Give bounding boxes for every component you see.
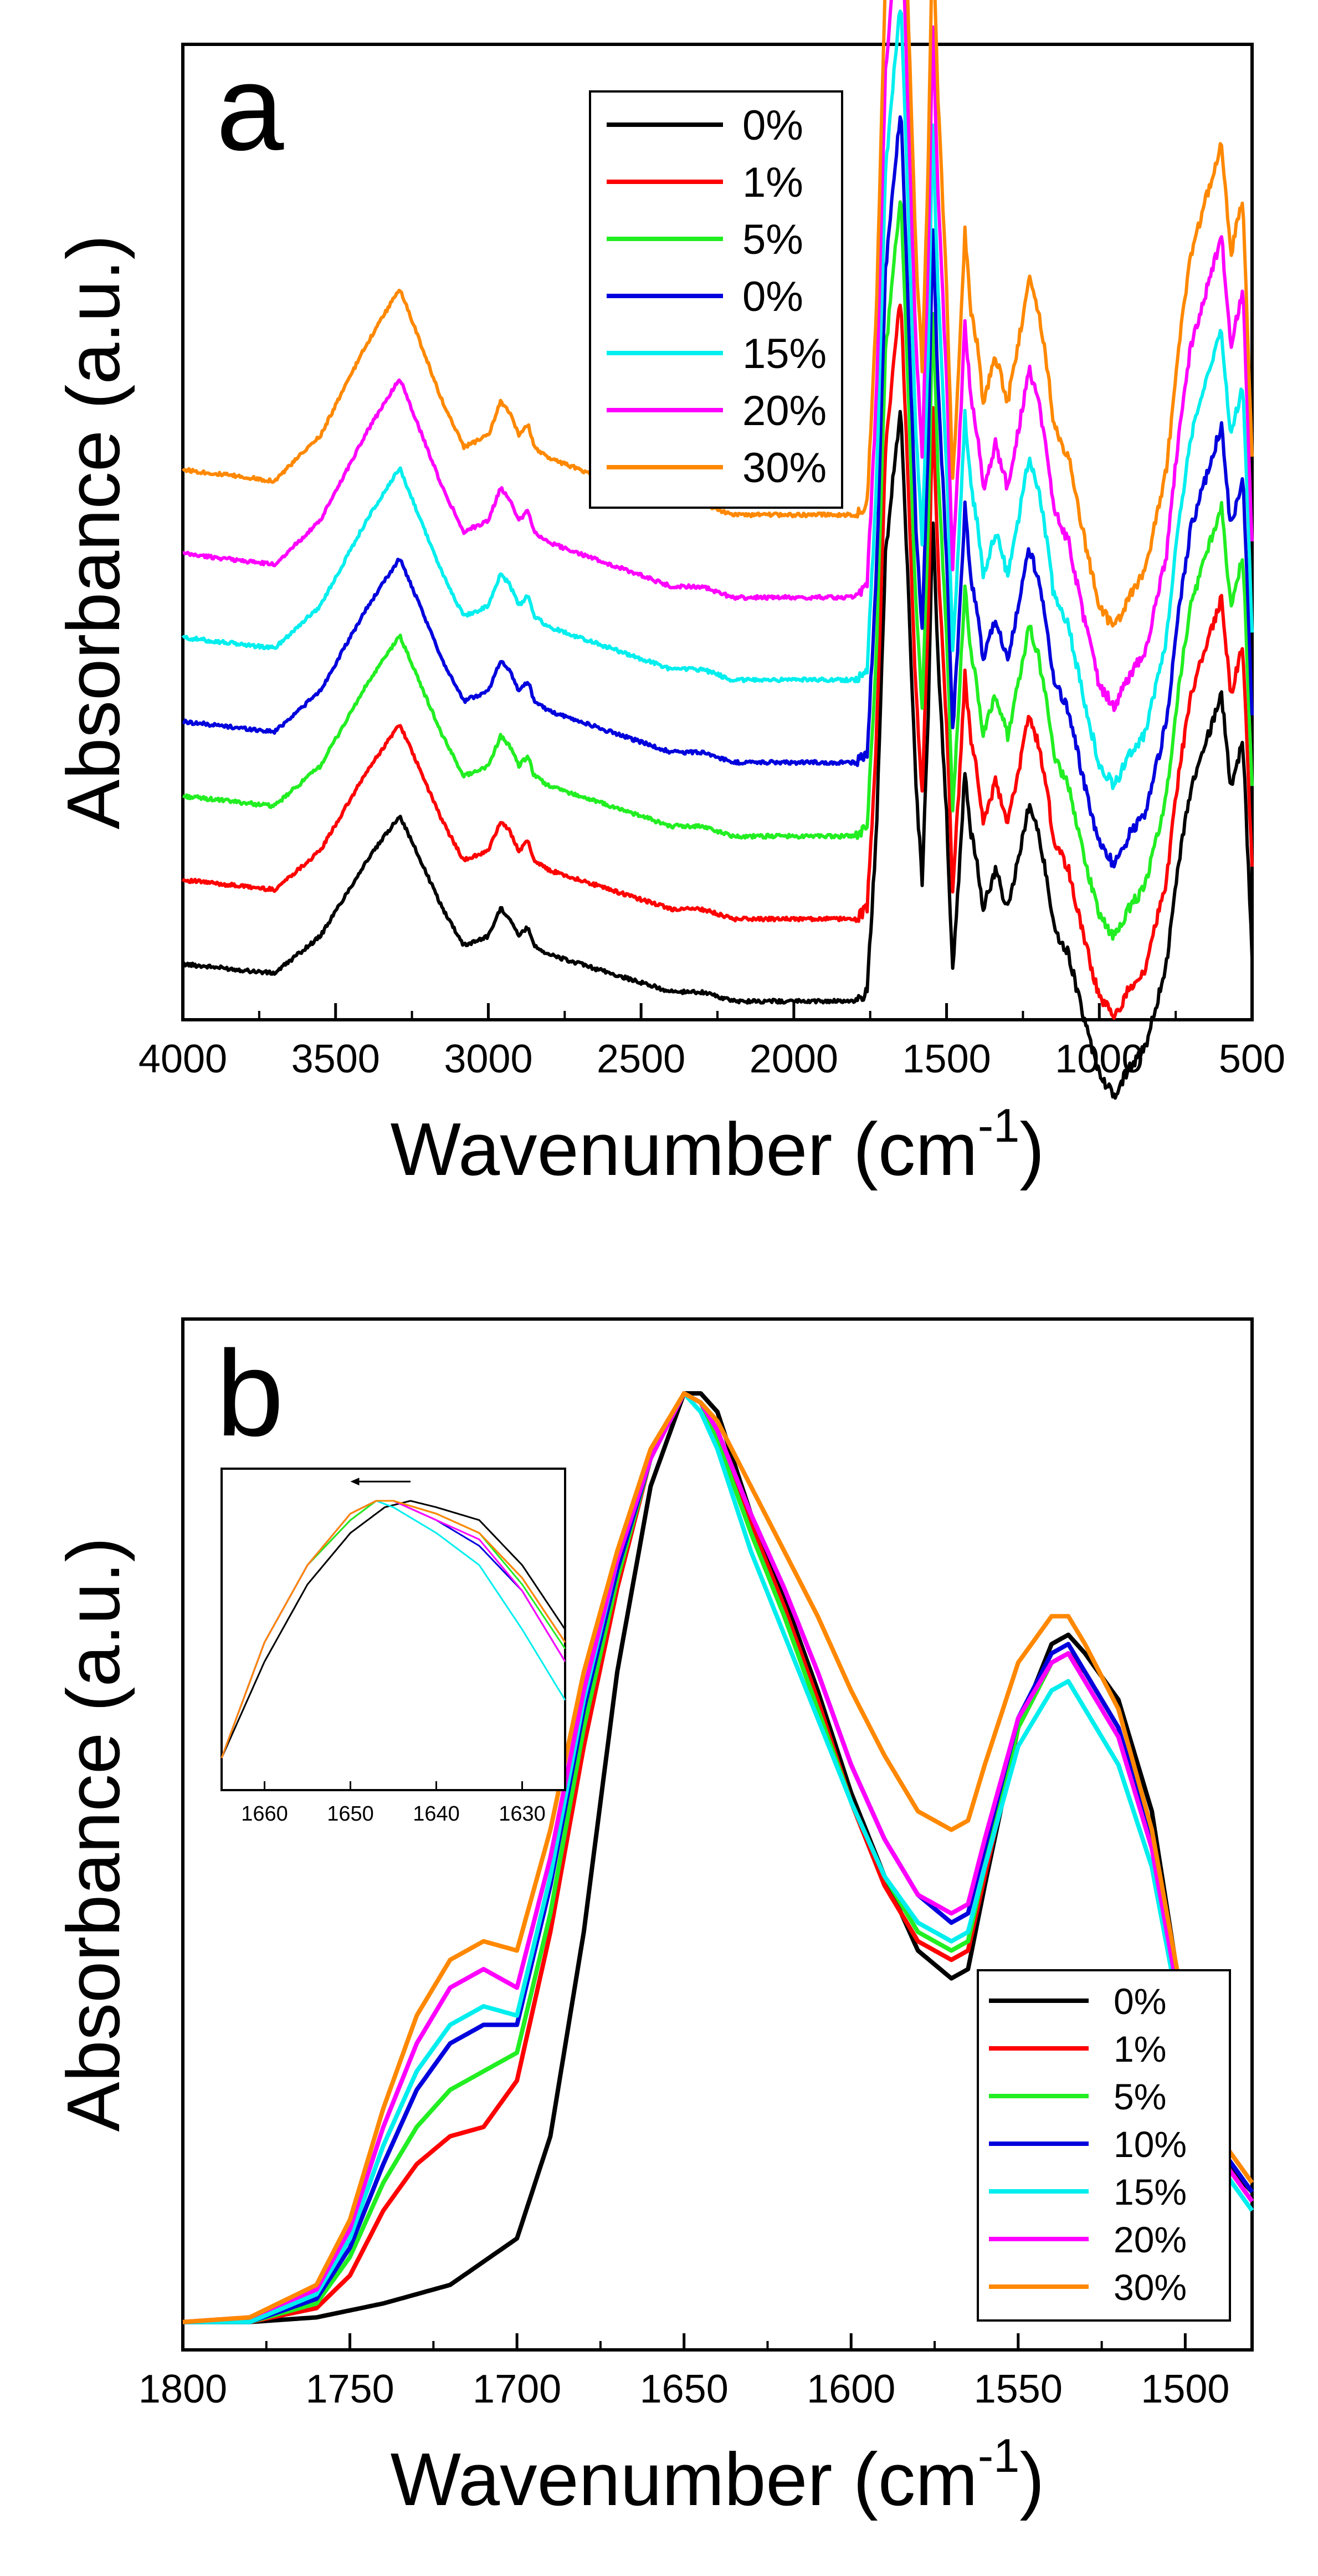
panel-b-series <box>182 1391 1254 2324</box>
panel-a-legend-label: 0% <box>742 273 803 320</box>
panel-a-series-5pct <box>182 200 1254 941</box>
panel-a-series-1pct <box>181 303 1254 1020</box>
panel-a-x-axis-label-main: Wavenumber (cm <box>391 1107 978 1191</box>
panel-a-tick-label: 3500 <box>291 1037 380 1081</box>
panel-b-label: b <box>216 1325 284 1461</box>
panel-b-series-30pct <box>182 1391 1254 2324</box>
panel-a-tick-label: 2500 <box>597 1037 685 1081</box>
inset-frame <box>220 1468 566 1791</box>
panel-a-label: a <box>216 39 284 176</box>
panel-b-inset: 1660 1650 1640 1630 <box>220 1468 566 1826</box>
panel-a-series-0pct <box>182 410 1254 1100</box>
panel-b-frame <box>181 1317 1254 2352</box>
panel-b-tick-label: 1500 <box>1141 2367 1229 2411</box>
inset-tick-label: 1630 <box>499 1802 546 1826</box>
panel-b-legend-label: 15% <box>1114 2171 1187 2212</box>
panel-a-legend-label: 20% <box>742 387 827 435</box>
panel-a-y-axis-label: Absorbance (a.u.) <box>52 234 135 829</box>
inset-series <box>220 1500 566 1759</box>
inset-shift-arrow-icon <box>350 1478 411 1486</box>
panel-b-x-ticks: 1800 1750 1700 1650 1600 1550 1500 <box>139 2333 1229 2411</box>
panel-a-legend-label: 0% <box>742 102 803 149</box>
panel-a-series-15pct <box>181 9 1254 790</box>
panel-a-series-20pct <box>182 0 1254 712</box>
panel-b: b 1800 1750 1700 1650 1600 1550 1500 0% 1% 5% 10%… <box>52 1317 1254 2521</box>
panel-b-x-axis-label-main: Wavenumber (cm <box>391 2437 978 2521</box>
panel-a-tick-label: 3000 <box>444 1037 532 1081</box>
panel-b-tick-label: 1650 <box>640 2367 729 2411</box>
inset-x-ticks: 1660 1650 1640 1630 <box>241 1781 546 1826</box>
panel-b-tick-label: 1800 <box>139 2367 227 2411</box>
panel-b-legend-label: 30% <box>1114 2267 1187 2308</box>
panel-b-x-axis-label-sup: -1 <box>978 2430 1020 2482</box>
panel-b-tick-label: 1600 <box>807 2367 895 2411</box>
panel-a-legend-label: 30% <box>742 444 827 492</box>
panel-b-legend-label: 20% <box>1114 2219 1187 2260</box>
panel-b-y-axis-label: Absorbance (a.u.) <box>52 1537 135 2132</box>
panel-a-x-axis-label-sup: -1 <box>978 1100 1020 1152</box>
panel-b-legend-label: 1% <box>1114 2028 1166 2069</box>
panel-a-tick-label: 500 <box>1219 1037 1285 1081</box>
panel-a-x-axis-label: Wavenumber (cm-1) <box>391 1100 1045 1191</box>
panel-a-series-30pct <box>181 0 1254 628</box>
panel-b-tick-label: 1700 <box>473 2367 561 2411</box>
panel-b-x-axis-label-close: ) <box>1019 2437 1044 2521</box>
panel-b-series-15pct <box>183 1391 1254 2324</box>
panel-b-series-0pct <box>183 1391 1254 2324</box>
panel-a-x-ticks: 4000 3500 3000 2500 2000 1500 1000 500 <box>139 1003 1285 1081</box>
inset-arrow-head <box>350 1478 360 1486</box>
panel-a-legend-label: 5% <box>742 216 803 263</box>
panel-b-legend-label: 5% <box>1114 2076 1166 2117</box>
panel-b-series-20pct <box>182 1391 1254 2324</box>
panel-b-tick-label: 1550 <box>974 2367 1063 2411</box>
panel-b-legend-label: 10% <box>1114 2124 1187 2165</box>
panel-b-legend-label: 0% <box>1114 1981 1166 2022</box>
panel-b-legend: 0% 1% 5% 10% 15% 20% 30% <box>977 1969 1231 2322</box>
panel-a-tick-label: 4000 <box>139 1037 227 1081</box>
inset-series-30pct <box>220 1500 566 1759</box>
inset-tick-label: 1660 <box>241 1802 288 1826</box>
panel-a-legend: 0% 1% 5% 0% 15% 20% 30% <box>589 90 843 509</box>
inset-tick-label: 1640 <box>413 1802 460 1826</box>
panel-b-x-axis-label: Wavenumber (cm-1) <box>391 2430 1045 2521</box>
panel-a-tick-label: 1500 <box>902 1037 991 1081</box>
panel-a-legend-label: 15% <box>742 330 827 377</box>
panel-a-legend-box <box>589 90 843 509</box>
panel-a-x-axis-label-close: ) <box>1019 1107 1044 1191</box>
panel-a-legend-label: 1% <box>742 159 803 206</box>
panel-a-tick-label: 2000 <box>750 1037 838 1081</box>
panel-b-tick-label: 1750 <box>305 2367 394 2411</box>
panel-a: a 4000 3500 3000 2500 2000 1500 1000 500 0%1%5%… <box>52 0 1285 1191</box>
inset-series-0pct <box>220 1500 566 1759</box>
inset-tick-label: 1650 <box>327 1802 374 1826</box>
panel-a-series <box>181 0 1254 1100</box>
panel-a-series-10pct <box>182 115 1254 868</box>
